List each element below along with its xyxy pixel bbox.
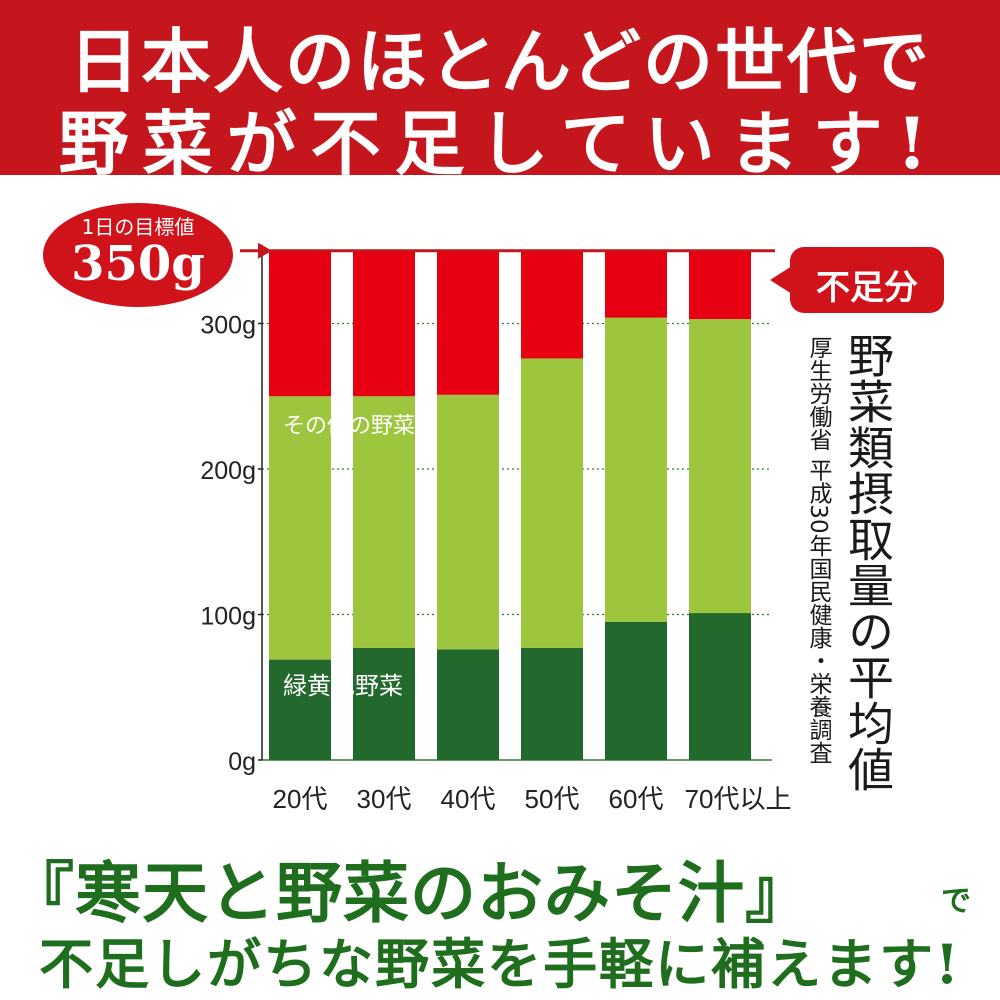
- y-axis: 0g 100g 200g 300g: [200, 244, 263, 776]
- shortage-badge: [790, 247, 944, 313]
- x-tick-label: 70代以上: [685, 784, 792, 814]
- bar-shortage-segment: [353, 250, 415, 397]
- bar-green-yellow-segment: [353, 647, 415, 760]
- slogan-line: 不足しがちな野菜を手軽に補えます!: [39, 932, 961, 996]
- target-arrow-icon: [258, 242, 272, 259]
- header-banner: [0, 0, 1000, 175]
- series-label-other: その他の野菜: [283, 414, 415, 439]
- bar-other-segment: [269, 396, 331, 660]
- bar-shortage-segment: [605, 250, 667, 318]
- target-bubble: [43, 203, 233, 307]
- series-label-green-yellow: 緑黄色野菜: [283, 672, 403, 700]
- y-tick-label: 300g: [200, 312, 256, 340]
- banner-title-line-1: 日本人のほとんどの世代で: [69, 20, 931, 103]
- bar-green-yellow-segment: [269, 659, 331, 760]
- bar-other-segment: [521, 358, 583, 648]
- bar-other-segment: [437, 394, 499, 650]
- bar-green-yellow-segment: [605, 621, 667, 760]
- bar-other-segment: [353, 396, 415, 648]
- x-tick-label: 20代: [273, 784, 328, 814]
- chart-title: 野菜類摂取量の平均値: [841, 332, 895, 792]
- x-tick-label: 60代: [609, 784, 664, 814]
- y-tick-label: 200g: [200, 457, 256, 485]
- y-tick-label: 100g: [200, 603, 256, 631]
- product-particle: で: [941, 884, 971, 919]
- x-tick-label: 50代: [525, 784, 580, 814]
- target-value: 350g: [71, 236, 205, 292]
- target-label: 1日の目標値: [81, 215, 195, 239]
- bar-green-yellow-segment: [689, 613, 751, 760]
- x-axis-labels: 20代 30代 40代 50代 60代 70代以上: [273, 784, 792, 814]
- shortage-badge-pointer: [770, 266, 792, 294]
- x-tick-label: 30代: [357, 784, 412, 814]
- bar-other-segment: [605, 317, 667, 622]
- product-name: 『寒天と野菜のおみそ汁』: [8, 854, 812, 932]
- target-line: [240, 242, 775, 259]
- bar-shortage-segment: [269, 250, 331, 397]
- bar-shortage-segment: [437, 250, 499, 395]
- bar-shortage-segment: [689, 250, 751, 320]
- y-tick-label: 0g: [228, 748, 256, 776]
- bar-other-segment: [689, 319, 751, 614]
- grid-lines: [262, 322, 772, 761]
- banner-title-line-2: 野菜が不足しています!: [58, 102, 942, 185]
- bar-green-yellow-segment: [521, 647, 583, 760]
- chart-source: 厚生労働省 平成30年国民健康・栄養調査: [805, 336, 831, 764]
- bar-green-yellow-segment: [437, 649, 499, 760]
- x-tick-label: 40代: [441, 784, 496, 814]
- stacked-bars: [269, 250, 751, 760]
- bar-shortage-segment: [521, 250, 583, 359]
- shortage-label: 不足分: [816, 268, 918, 308]
